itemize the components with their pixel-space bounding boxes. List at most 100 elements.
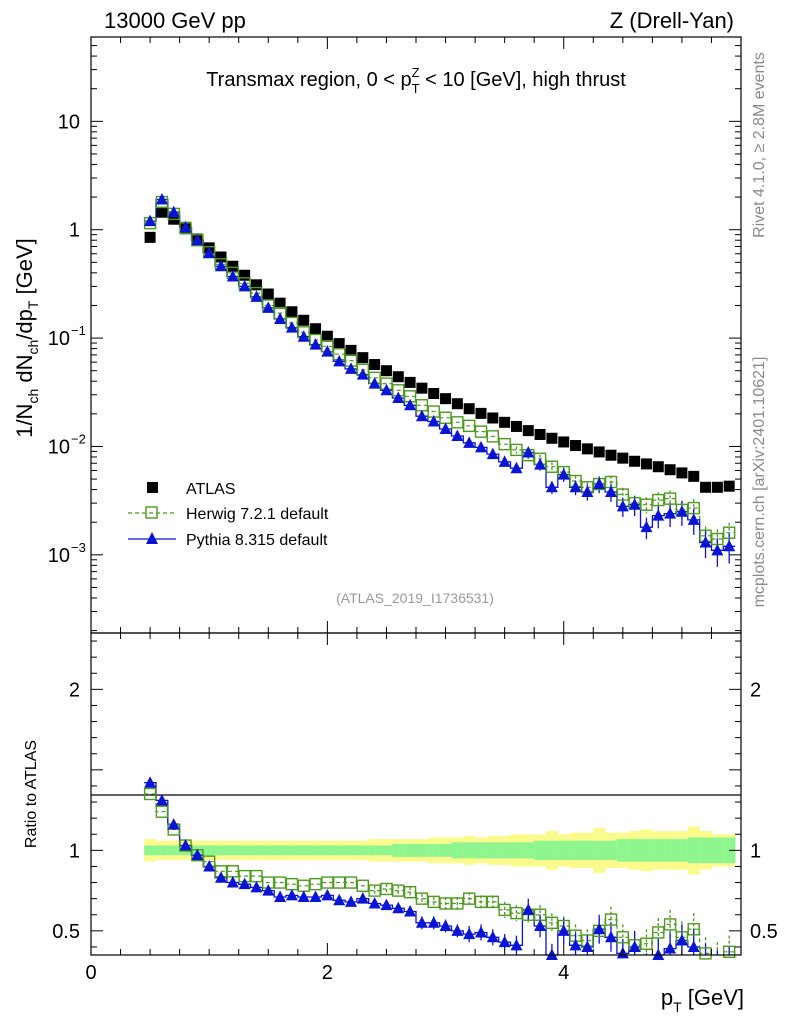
- ratio-herwig-point: [392, 884, 405, 897]
- ratio-pythia-point: [167, 818, 180, 830]
- ratio-band-inner: [392, 843, 405, 857]
- pythia-point: [144, 214, 157, 227]
- ratio-herwig-point: [722, 945, 736, 958]
- pythia-point: [699, 535, 712, 548]
- ratio-band-inner: [498, 842, 511, 859]
- ratio-band-inner: [215, 845, 228, 856]
- ratio-pythia-point: [226, 876, 239, 888]
- ratio-panel: 0.5 0.5 1 1 2 2 0 2 4 Ratio to ATLAS pT [GeV]: [23, 632, 778, 1015]
- herwig-point: [486, 430, 500, 443]
- atlas-point: [546, 432, 558, 444]
- ratio-band-inner: [156, 845, 169, 856]
- pythia-point: [297, 330, 310, 342]
- atlas-point: [475, 407, 487, 419]
- ratio-pythia-point: [203, 859, 216, 872]
- atlas-point: [688, 470, 700, 482]
- pythia-point: [569, 480, 582, 493]
- atlas-point: [286, 306, 298, 318]
- herwig-point: [545, 460, 559, 473]
- ratio-herwig-point: [640, 937, 653, 950]
- atlas-point: [333, 338, 345, 350]
- ratio-pythia-line: [144, 782, 700, 956]
- herwig-point: [722, 526, 736, 539]
- x-axis-label: pT [GeV]: [661, 985, 744, 1015]
- atlas-point: [428, 388, 440, 400]
- atlas-point: [558, 436, 570, 448]
- pythia-point: [581, 485, 594, 498]
- ratio-band-inner: [593, 840, 606, 861]
- main-ytick-exponent: −2: [71, 431, 86, 446]
- atlas-point: [250, 279, 262, 291]
- atlas-point: [570, 440, 582, 452]
- atlas-point: [274, 297, 286, 309]
- ratio-band-inner: [416, 843, 429, 857]
- ratio-herwig-point: [451, 897, 464, 910]
- pythia-point: [226, 270, 239, 282]
- herwig-point: [663, 492, 677, 505]
- main-title: Transmax region, 0 < pTZ < 10 [GeV], hig…: [206, 65, 626, 96]
- main-ytick-exponent: −1: [71, 323, 86, 338]
- atlas-point: [629, 455, 641, 467]
- ratio-herwig-point: [474, 895, 488, 909]
- pythia-point: [262, 301, 275, 313]
- ratio-band-inner: [380, 845, 393, 856]
- ratio-pythia-point: [628, 940, 641, 952]
- ratio-band-inner: [463, 842, 476, 859]
- ratio-band-inner: [333, 845, 346, 856]
- atlas-point: [440, 393, 452, 405]
- ratio-bands: [144, 826, 736, 875]
- atlas-point: [534, 428, 546, 440]
- ratio-band-inner: [486, 842, 500, 859]
- ratio-ytick-label-right: 2: [750, 679, 761, 701]
- ratio-band-inner: [404, 843, 417, 857]
- ratio-pythia-point: [215, 871, 227, 883]
- ratio-band-inner: [581, 840, 594, 861]
- pythia-point: [723, 539, 736, 552]
- ratio-ytick-label-right: 1: [750, 840, 761, 862]
- pythia-point: [356, 368, 369, 380]
- atlas-point: [215, 251, 227, 263]
- watermark: (ATLAS_2019_I1736531): [336, 590, 494, 606]
- ratio-pythia-point: [155, 793, 168, 806]
- ratio-pythia-point: [593, 922, 606, 935]
- ratio-ytick-label-right: 0.5: [750, 921, 778, 943]
- atlas-point: [227, 260, 239, 272]
- herwig-point: [652, 493, 665, 507]
- ratio-pythia-point: [368, 896, 381, 909]
- pythia-point: [593, 477, 606, 490]
- atlas-point: [617, 452, 629, 464]
- ratio-herwig-point: [663, 918, 677, 931]
- ratio-herwig-point: [486, 895, 500, 909]
- pythia-point: [664, 507, 677, 519]
- herwig-point: [640, 498, 653, 511]
- pythia-point: [155, 192, 168, 205]
- ratio-herwig-point: [356, 879, 370, 892]
- atlas-point: [723, 480, 735, 492]
- ratio-band-inner: [640, 839, 653, 862]
- xtick-label: 4: [558, 962, 569, 984]
- pythia-point: [605, 485, 617, 498]
- pythia-point: [475, 440, 487, 453]
- ratio-band-inner: [451, 842, 464, 859]
- atlas-point: [451, 398, 463, 410]
- pythia-point: [415, 409, 428, 422]
- ratio-band-inner: [250, 845, 263, 856]
- atlas-point: [700, 481, 712, 493]
- atlas-point: [652, 461, 664, 473]
- atlas-point: [239, 269, 251, 281]
- ratio-band-inner: [699, 837, 712, 864]
- ratio-pythia-point: [191, 848, 204, 861]
- herwig-point: [510, 443, 523, 457]
- ratio-pythia-point: [486, 930, 499, 943]
- ratio-pythia-point: [664, 942, 677, 954]
- pythia-point: [451, 429, 464, 441]
- pythia-point: [711, 543, 724, 556]
- atlas-point: [298, 314, 310, 326]
- atlas-point: [310, 323, 322, 335]
- ratio-tick-labels: 0.5 0.5 1 1 2 2 0 2 4: [52, 679, 778, 984]
- ratio-pythia-point: [285, 888, 298, 901]
- atlas-point: [321, 330, 333, 342]
- ratio-frame: [90, 632, 742, 956]
